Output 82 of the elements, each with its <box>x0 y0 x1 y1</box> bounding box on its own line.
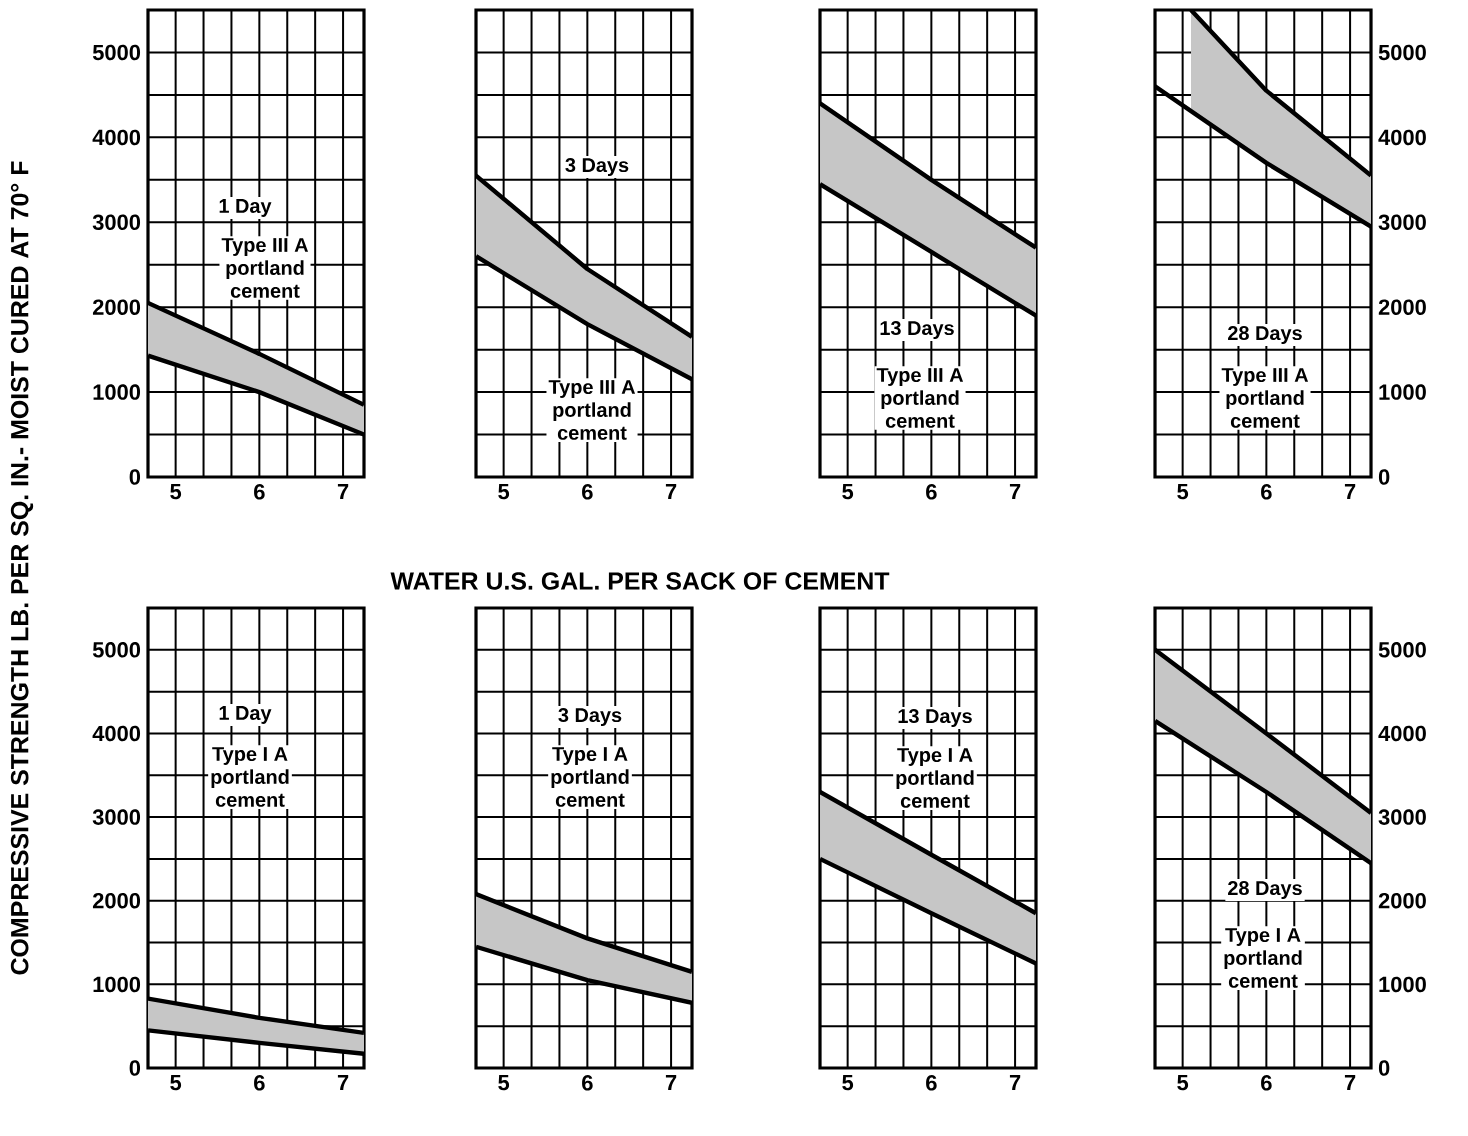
text: 13 Days <box>898 708 972 728</box>
annotation: portland <box>881 390 959 409</box>
y-tick-label: 4000 <box>1378 129 1426 146</box>
annotation: Type I A <box>897 748 973 766</box>
annotation: Type I A <box>552 747 628 765</box>
x-tick-label: 7 <box>1344 484 1356 500</box>
annotation: portland <box>226 260 304 279</box>
y-tick-label: 5000 <box>1378 642 1426 658</box>
annotation: Type III A <box>548 380 636 398</box>
y-tick-label: 3000 <box>92 214 141 231</box>
annotation: Type III A <box>221 238 309 256</box>
x-tick-label: 6 <box>582 484 593 500</box>
y-tick-label: 1000 <box>1379 384 1426 400</box>
text: 3 Days <box>565 157 629 177</box>
x-tick-label: 5 <box>170 484 182 500</box>
annotation: Type I A <box>212 747 288 765</box>
annotation: cement <box>885 414 955 428</box>
x-tick-label: 5 <box>842 1075 854 1091</box>
y-tick-label: 4000 <box>92 129 141 146</box>
annotation: portland <box>553 402 631 421</box>
x-tick-label: 5 <box>498 484 510 500</box>
x-tick-label: 6 <box>254 484 265 500</box>
y-tick-label: 3000 <box>1378 214 1426 231</box>
annotation: cement <box>230 284 300 298</box>
y-tick-label: 0 <box>1378 469 1390 485</box>
x-tick-label: 6 <box>582 1075 593 1091</box>
y-tick-label: 1000 <box>93 384 141 400</box>
x-tick-label: 5 <box>842 484 854 500</box>
x-axis-title: WATER U.S. GAL. PER SACK OF CEMENT <box>390 572 890 590</box>
annotation: Type III A <box>1221 368 1309 386</box>
y-tick-label: 3000 <box>1378 809 1426 825</box>
annotation: cement <box>1230 414 1300 428</box>
x-tick-label: 7 <box>665 484 677 500</box>
text: 28 Days <box>1228 325 1302 345</box>
x-tick-label: 7 <box>337 484 349 500</box>
x-tick-label: 6 <box>926 484 937 500</box>
y-tick-label: 2000 <box>1378 299 1426 315</box>
annotation: portland <box>211 769 289 788</box>
annotation: cement <box>900 794 970 808</box>
y-tick-label: 1000 <box>1379 976 1426 993</box>
y-tick-label: 2000 <box>92 299 141 315</box>
y-tick-label: 4000 <box>92 725 141 742</box>
annotation: cement <box>557 426 627 440</box>
y-tick-label: 0 <box>129 1060 141 1076</box>
x-tick-label: 5 <box>1177 1075 1189 1091</box>
y-tick-label: 5000 <box>92 642 141 658</box>
x-tick-label: 7 <box>665 1075 677 1091</box>
text: 13 Days <box>880 320 954 340</box>
annotation: portland <box>551 769 629 788</box>
y-tick-label: 2000 <box>92 892 141 909</box>
x-tick-label: 6 <box>1261 484 1272 500</box>
x-tick-label: 7 <box>1009 484 1021 500</box>
x-tick-label: 6 <box>1261 1075 1272 1091</box>
annotation: Type I A <box>1225 928 1301 946</box>
y-tick-label: 5000 <box>1378 44 1426 61</box>
y-tick-label: 0 <box>129 469 141 485</box>
text: 1 Day <box>219 199 272 217</box>
annotation: portland <box>1224 950 1302 969</box>
text: 28 Days <box>1228 880 1302 900</box>
text: 1 Day <box>219 706 272 724</box>
y-tick-label: 3000 <box>92 809 141 825</box>
annotation: cement <box>1228 974 1298 988</box>
x-tick-label: 6 <box>926 1075 937 1091</box>
y-axis-title: COMPRESSIVE STRENGTH LB. PER SQ. IN.- MOIST CURED AT 70° F <box>10 161 34 975</box>
y-tick-label: 1000 <box>93 976 141 993</box>
annotation: cement <box>215 793 285 807</box>
text: 3 Days <box>558 707 622 727</box>
annotation: portland <box>1226 390 1304 409</box>
annotation: Type III A <box>876 368 964 386</box>
y-tick-label: 2000 <box>1378 892 1426 909</box>
y-tick-label: 0 <box>1378 1060 1390 1076</box>
x-tick-label: 5 <box>170 1075 182 1091</box>
y-tick-label: 5000 <box>92 44 141 61</box>
annotation: cement <box>555 793 625 807</box>
x-tick-label: 7 <box>1344 1075 1356 1091</box>
x-tick-label: 5 <box>1177 484 1189 500</box>
annotation: portland <box>896 770 974 789</box>
x-tick-label: 5 <box>498 1075 510 1091</box>
x-tick-label: 7 <box>1009 1075 1021 1091</box>
x-tick-label: 6 <box>254 1075 265 1091</box>
x-tick-label: 7 <box>337 1075 349 1091</box>
y-tick-label: 4000 <box>1378 725 1426 742</box>
